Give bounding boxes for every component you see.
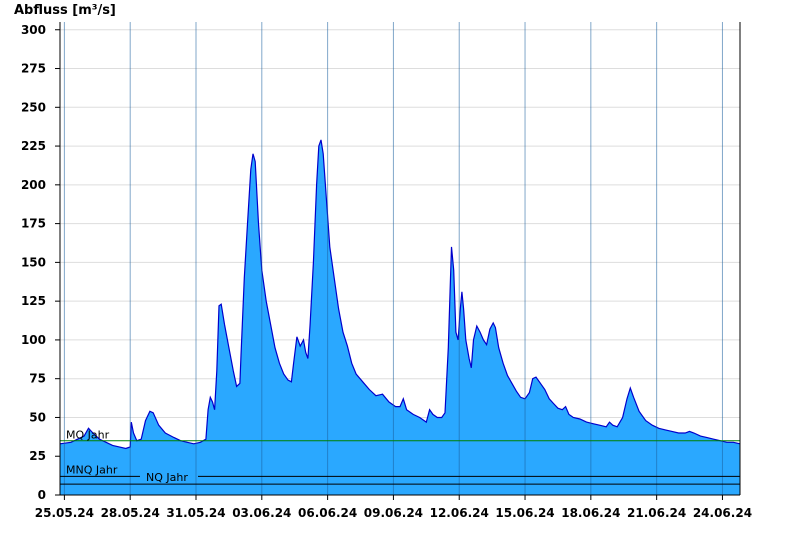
- x-tick-label: 21.06.24: [627, 506, 686, 520]
- discharge-line: [59, 139, 741, 450]
- x-tick-label: 09.06.24: [364, 506, 423, 520]
- y-tick-label: 50: [29, 410, 46, 424]
- axes: [55, 22, 741, 500]
- y-tick-label: 125: [21, 294, 46, 308]
- y-tick-label: 75: [29, 372, 46, 386]
- x-tick-label: 06.06.24: [298, 506, 357, 520]
- mq-label: MQ Jahr: [66, 429, 110, 442]
- y-tick-label: 250: [21, 100, 46, 114]
- nq-label: NQ Jahr: [146, 471, 188, 484]
- x-tick-label: 24.06.24: [693, 506, 752, 520]
- mnq-label: MNQ Jahr: [66, 463, 118, 476]
- x-tick-label: 31.05.24: [166, 506, 225, 520]
- area-layer: [59, 22, 741, 495]
- x-tick-label: 28.05.24: [101, 506, 160, 520]
- x-tick-label: 25.05.24: [35, 506, 94, 520]
- tick-labels: 0 25 50 75 100 125 150 175 200 225 250 275 300 25.05.…: [21, 23, 752, 520]
- x-tick-label: 12.06.24: [430, 506, 489, 520]
- y-tick-label: 175: [21, 217, 46, 231]
- x-tick-label: 15.06.24: [495, 506, 554, 520]
- y-tick-label: 100: [21, 333, 46, 347]
- reference-lines: MQ Jahr MNQ Jahr NQ Jahr: [60, 429, 740, 485]
- y-tick-label: 25: [29, 449, 46, 463]
- x-tick-label: 18.06.24: [561, 506, 620, 520]
- y-tick-label: 225: [21, 139, 46, 153]
- x-tick-label: 03.06.24: [232, 506, 291, 520]
- grid-layer: [60, 29, 740, 457]
- y-axis-label: Abfluss [m³/s]: [14, 3, 116, 18]
- y-tick-label: 275: [21, 62, 46, 76]
- y-tick-label: 0: [38, 488, 46, 502]
- discharge-area: [60, 139, 740, 495]
- y-tick-label: 300: [21, 23, 46, 37]
- y-tick-label: 150: [21, 255, 46, 269]
- y-tick-label: 200: [21, 178, 46, 192]
